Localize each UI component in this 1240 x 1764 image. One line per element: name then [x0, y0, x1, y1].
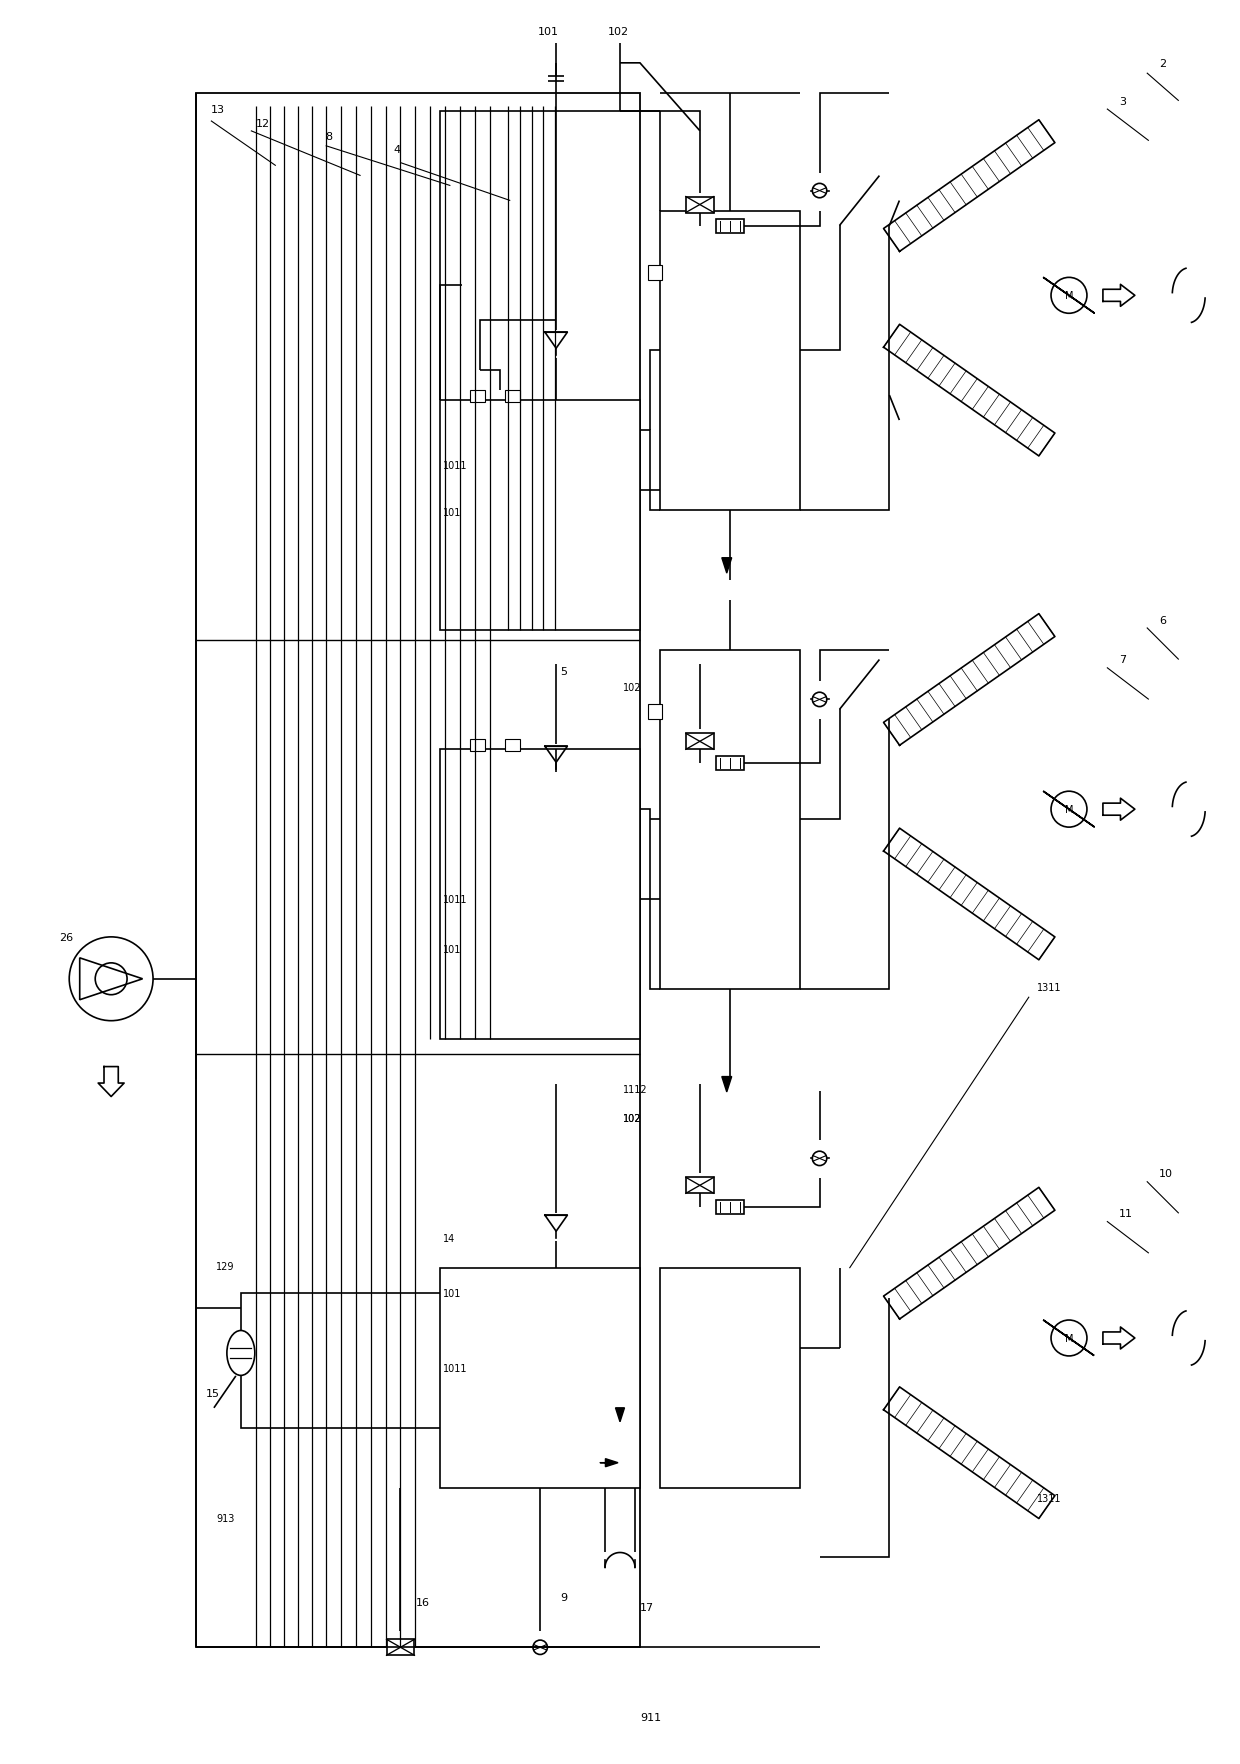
Text: 101: 101: [444, 1288, 461, 1298]
Text: 1011: 1011: [444, 1364, 467, 1372]
Bar: [440, 1268, 640, 1487]
Bar: [715, 220, 744, 235]
Bar: [470, 392, 485, 402]
Bar: [505, 739, 521, 751]
Text: 26: 26: [60, 933, 73, 942]
Bar: [686, 734, 714, 750]
Bar: [660, 212, 800, 510]
Text: M: M: [1065, 804, 1074, 815]
Bar: [715, 757, 744, 771]
FancyArrow shape: [722, 559, 732, 573]
Bar: [649, 266, 662, 280]
Text: 911: 911: [640, 1713, 661, 1722]
Bar: [660, 651, 800, 990]
Text: 1311: 1311: [1037, 1492, 1061, 1503]
FancyArrow shape: [615, 1408, 625, 1422]
Text: 13: 13: [211, 104, 224, 115]
FancyArrow shape: [600, 1459, 618, 1468]
Text: M: M: [1065, 1334, 1074, 1342]
Text: 913: 913: [216, 1514, 234, 1522]
Text: 101: 101: [444, 944, 461, 954]
Text: 1011: 1011: [444, 460, 467, 471]
Bar: [196, 93, 640, 1648]
Text: 102: 102: [622, 683, 641, 693]
Text: 101: 101: [444, 508, 461, 517]
Text: 102: 102: [622, 1113, 641, 1124]
Text: 101: 101: [538, 26, 559, 37]
Bar: [440, 400, 640, 630]
Text: 2: 2: [1159, 58, 1166, 69]
Bar: [686, 1178, 714, 1194]
Text: M: M: [1065, 291, 1074, 302]
Text: 1311: 1311: [1037, 983, 1061, 991]
Text: 4: 4: [393, 145, 401, 155]
Text: 1011: 1011: [444, 894, 467, 905]
Text: 11: 11: [1118, 1208, 1133, 1219]
FancyArrow shape: [722, 1078, 732, 1092]
Text: 16: 16: [415, 1598, 429, 1607]
Text: 6: 6: [1159, 616, 1166, 624]
Text: 7: 7: [1118, 654, 1126, 665]
Text: 10: 10: [1159, 1170, 1173, 1178]
Text: 9: 9: [560, 1593, 567, 1602]
Text: 14: 14: [444, 1233, 455, 1244]
Text: 3: 3: [1118, 97, 1126, 106]
Text: 1112: 1112: [622, 1083, 647, 1094]
Text: 17: 17: [640, 1602, 653, 1612]
Bar: [660, 1268, 800, 1487]
Bar: [470, 739, 485, 751]
Bar: [649, 706, 662, 720]
Bar: [387, 1639, 414, 1655]
Bar: [440, 750, 640, 1039]
Text: 102: 102: [608, 26, 629, 37]
Text: 102: 102: [622, 1113, 641, 1124]
Bar: [505, 392, 521, 402]
Text: 8: 8: [326, 132, 332, 141]
Bar: [686, 198, 714, 213]
Text: 15: 15: [206, 1388, 219, 1399]
Bar: [715, 1201, 744, 1215]
Text: 129: 129: [216, 1261, 234, 1272]
Text: 12: 12: [255, 118, 270, 129]
Text: 5: 5: [560, 667, 567, 677]
